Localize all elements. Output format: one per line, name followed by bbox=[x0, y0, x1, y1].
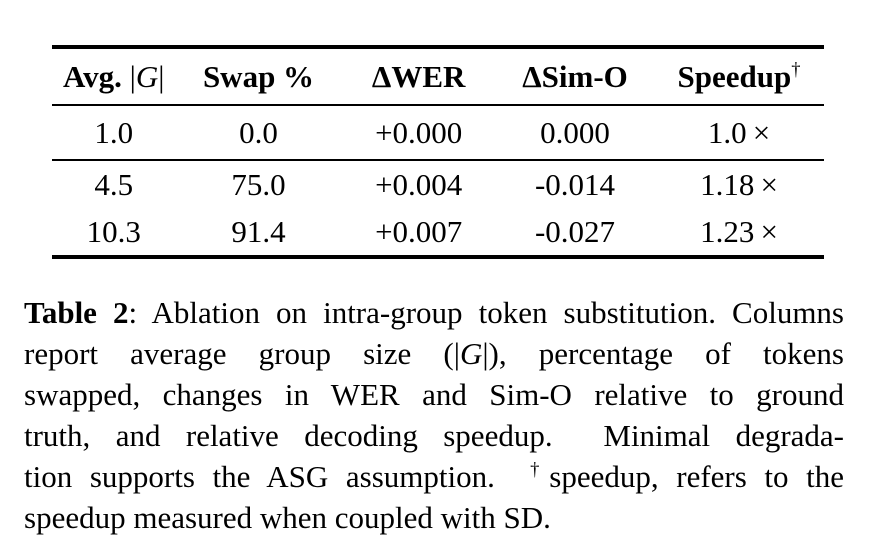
table-label: Table 2 bbox=[24, 295, 129, 330]
cell-speedup: 1.0 × bbox=[707, 114, 771, 150]
cell-speedup: 1.18 × bbox=[700, 166, 779, 202]
cell-delta-simo: -0.027 bbox=[534, 213, 616, 249]
caption-text: |), percentage of tokens bbox=[482, 336, 844, 371]
table-row: 1.0 0.0 +0.000 0.000 1.0 × bbox=[52, 105, 824, 160]
caption-line: report average group size (|G|), percent… bbox=[24, 333, 844, 374]
caption-line: speedup measured when coupled with SD. bbox=[24, 497, 844, 538]
col-header-avg-group-size: Avg. |G| bbox=[52, 47, 176, 105]
cell-avg-group-size: 1.0 bbox=[94, 114, 134, 150]
cell-avg-group-size: 10.3 bbox=[86, 213, 141, 249]
cell-avg-group-size: 4.5 bbox=[94, 166, 134, 202]
caption-text: truth, and relative decoding speedup. Mi… bbox=[24, 418, 844, 453]
cell-swap-percent: 0.0 bbox=[239, 114, 278, 150]
cell-delta-simo: 0.000 bbox=[540, 114, 610, 150]
baseline-row-group: 1.0 0.0 +0.000 0.000 1.0 × bbox=[52, 105, 824, 160]
mathcal-g: G bbox=[459, 336, 483, 371]
col-header-swap-percent: Swap % bbox=[202, 58, 315, 94]
col-header-speedup: Speedup† bbox=[654, 47, 824, 105]
cell-swap-percent: 91.4 bbox=[231, 213, 286, 249]
group-size-math: |G| bbox=[130, 59, 165, 94]
table-row: 10.3 91.4 +0.007 -0.027 1.23 × bbox=[52, 208, 824, 257]
caption-text: report average group size (| bbox=[24, 336, 460, 371]
caption-text: tion supports the ASG assumption. bbox=[24, 459, 531, 494]
caption-text: speedup, refers to the bbox=[549, 459, 845, 494]
cell-delta-simo: -0.014 bbox=[534, 166, 616, 202]
caption-line: swapped, changes in WER and Sim-O relati… bbox=[24, 374, 844, 415]
cell-delta-wer: +0.004 bbox=[375, 166, 463, 202]
cell-swap-percent: 75.0 bbox=[231, 166, 286, 202]
col-header-delta-wer: ΔWER bbox=[371, 58, 466, 94]
caption-line: Table 2: Ablation on intra-group token s… bbox=[24, 292, 844, 333]
caption-line: truth, and relative decoding speedup. Mi… bbox=[24, 415, 844, 456]
caption-text: : Ablation on intra-group token substitu… bbox=[128, 295, 844, 330]
caption-line: tion supports the ASG assumption. †speed… bbox=[24, 456, 844, 497]
speedup-label: Speedup bbox=[677, 58, 792, 94]
caption-text: swapped, changes in WER and Sim-O relati… bbox=[24, 377, 844, 412]
avg-label: Avg. bbox=[63, 58, 122, 94]
right-bar: | bbox=[158, 58, 165, 94]
ablation-row-group: 4.5 75.0 +0.004 -0.014 1.18 × 10.3 91.4 … bbox=[52, 160, 824, 257]
mathcal-g: G bbox=[135, 58, 159, 94]
cell-speedup: 1.23 × bbox=[700, 213, 779, 249]
table-caption: Table 2: Ablation on intra-group token s… bbox=[24, 292, 844, 538]
table-header-row: Avg. |G| Swap % ΔWER ΔSim-O Speedup† bbox=[52, 47, 824, 105]
dagger-superscript: † bbox=[791, 59, 801, 81]
cell-delta-wer: +0.007 bbox=[375, 213, 463, 249]
dagger-superscript: † bbox=[530, 459, 550, 481]
cell-delta-wer: +0.000 bbox=[375, 114, 463, 150]
col-header-delta-simo: ΔSim-O bbox=[522, 58, 628, 94]
left-bar: | bbox=[129, 58, 136, 94]
table-row: 4.5 75.0 +0.004 -0.014 1.18 × bbox=[52, 160, 824, 208]
ablation-results-table: Avg. |G| Swap % ΔWER ΔSim-O Speedup† 1.0… bbox=[52, 45, 824, 259]
caption-text: speedup measured when coupled with SD. bbox=[24, 500, 551, 535]
